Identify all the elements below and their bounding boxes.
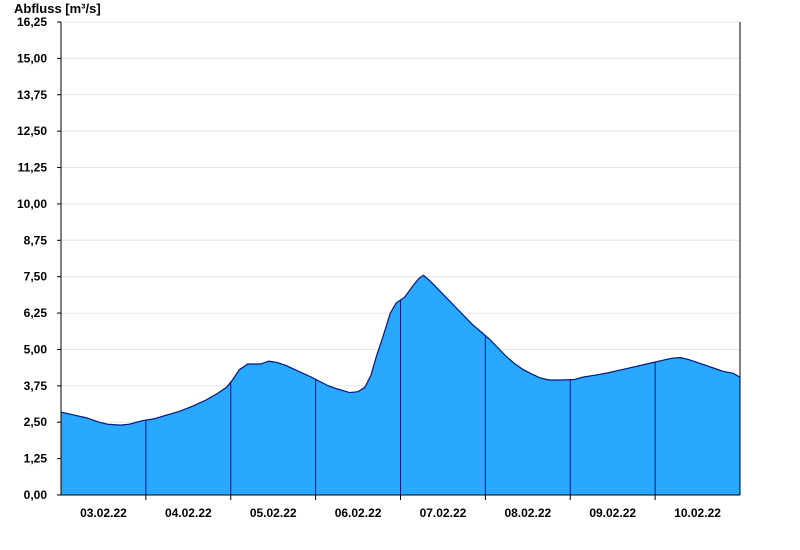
y-tick-label: 8,75 (24, 233, 48, 247)
y-tick-label: 15,00 (17, 51, 47, 65)
y-tick-label: 7,50 (24, 270, 48, 284)
y-tick-label: 6,25 (24, 306, 48, 320)
y-tick-label: 10,00 (17, 197, 47, 211)
x-tick-labels: 03.02.22 04.02.22 05.02.22 06.02.22 07.02.22… (80, 506, 721, 520)
x-tick-label: 08.02.22 (504, 506, 551, 520)
x-tick-label: 09.02.22 (589, 506, 636, 520)
x-tick-label: 10.02.22 (674, 506, 721, 520)
x-tick-label: 06.02.22 (335, 506, 382, 520)
y-tick-labels: 0,00 1,25 2,50 3,75 5,00 6,25 7,50 8,75 10,00 11,… (17, 15, 47, 502)
y-tick-label: 5,00 (24, 342, 48, 356)
day-separators (145, 299, 656, 495)
x-tick-label: 04.02.22 (165, 506, 212, 520)
y-tick-label: 13,75 (17, 88, 47, 102)
axes (57, 21, 741, 500)
x-tick-label: 03.02.22 (80, 506, 127, 520)
y-axis-label: Abfluss [m³/s] (14, 1, 101, 16)
y-tick-label: 3,75 (24, 379, 48, 393)
x-tick-label: 05.02.22 (250, 506, 297, 520)
y-tick-label: 16,25 (17, 15, 47, 29)
y-tick-label: 1,25 (24, 452, 48, 466)
y-tick-label: 2,50 (24, 415, 48, 429)
y-tick-label: 11,25 (18, 161, 48, 175)
x-tick-label: 07.02.22 (420, 506, 467, 520)
y-tick-label: 0,00 (24, 488, 48, 502)
series-line (60, 274, 741, 426)
y-tick-label: 12,50 (17, 124, 47, 138)
